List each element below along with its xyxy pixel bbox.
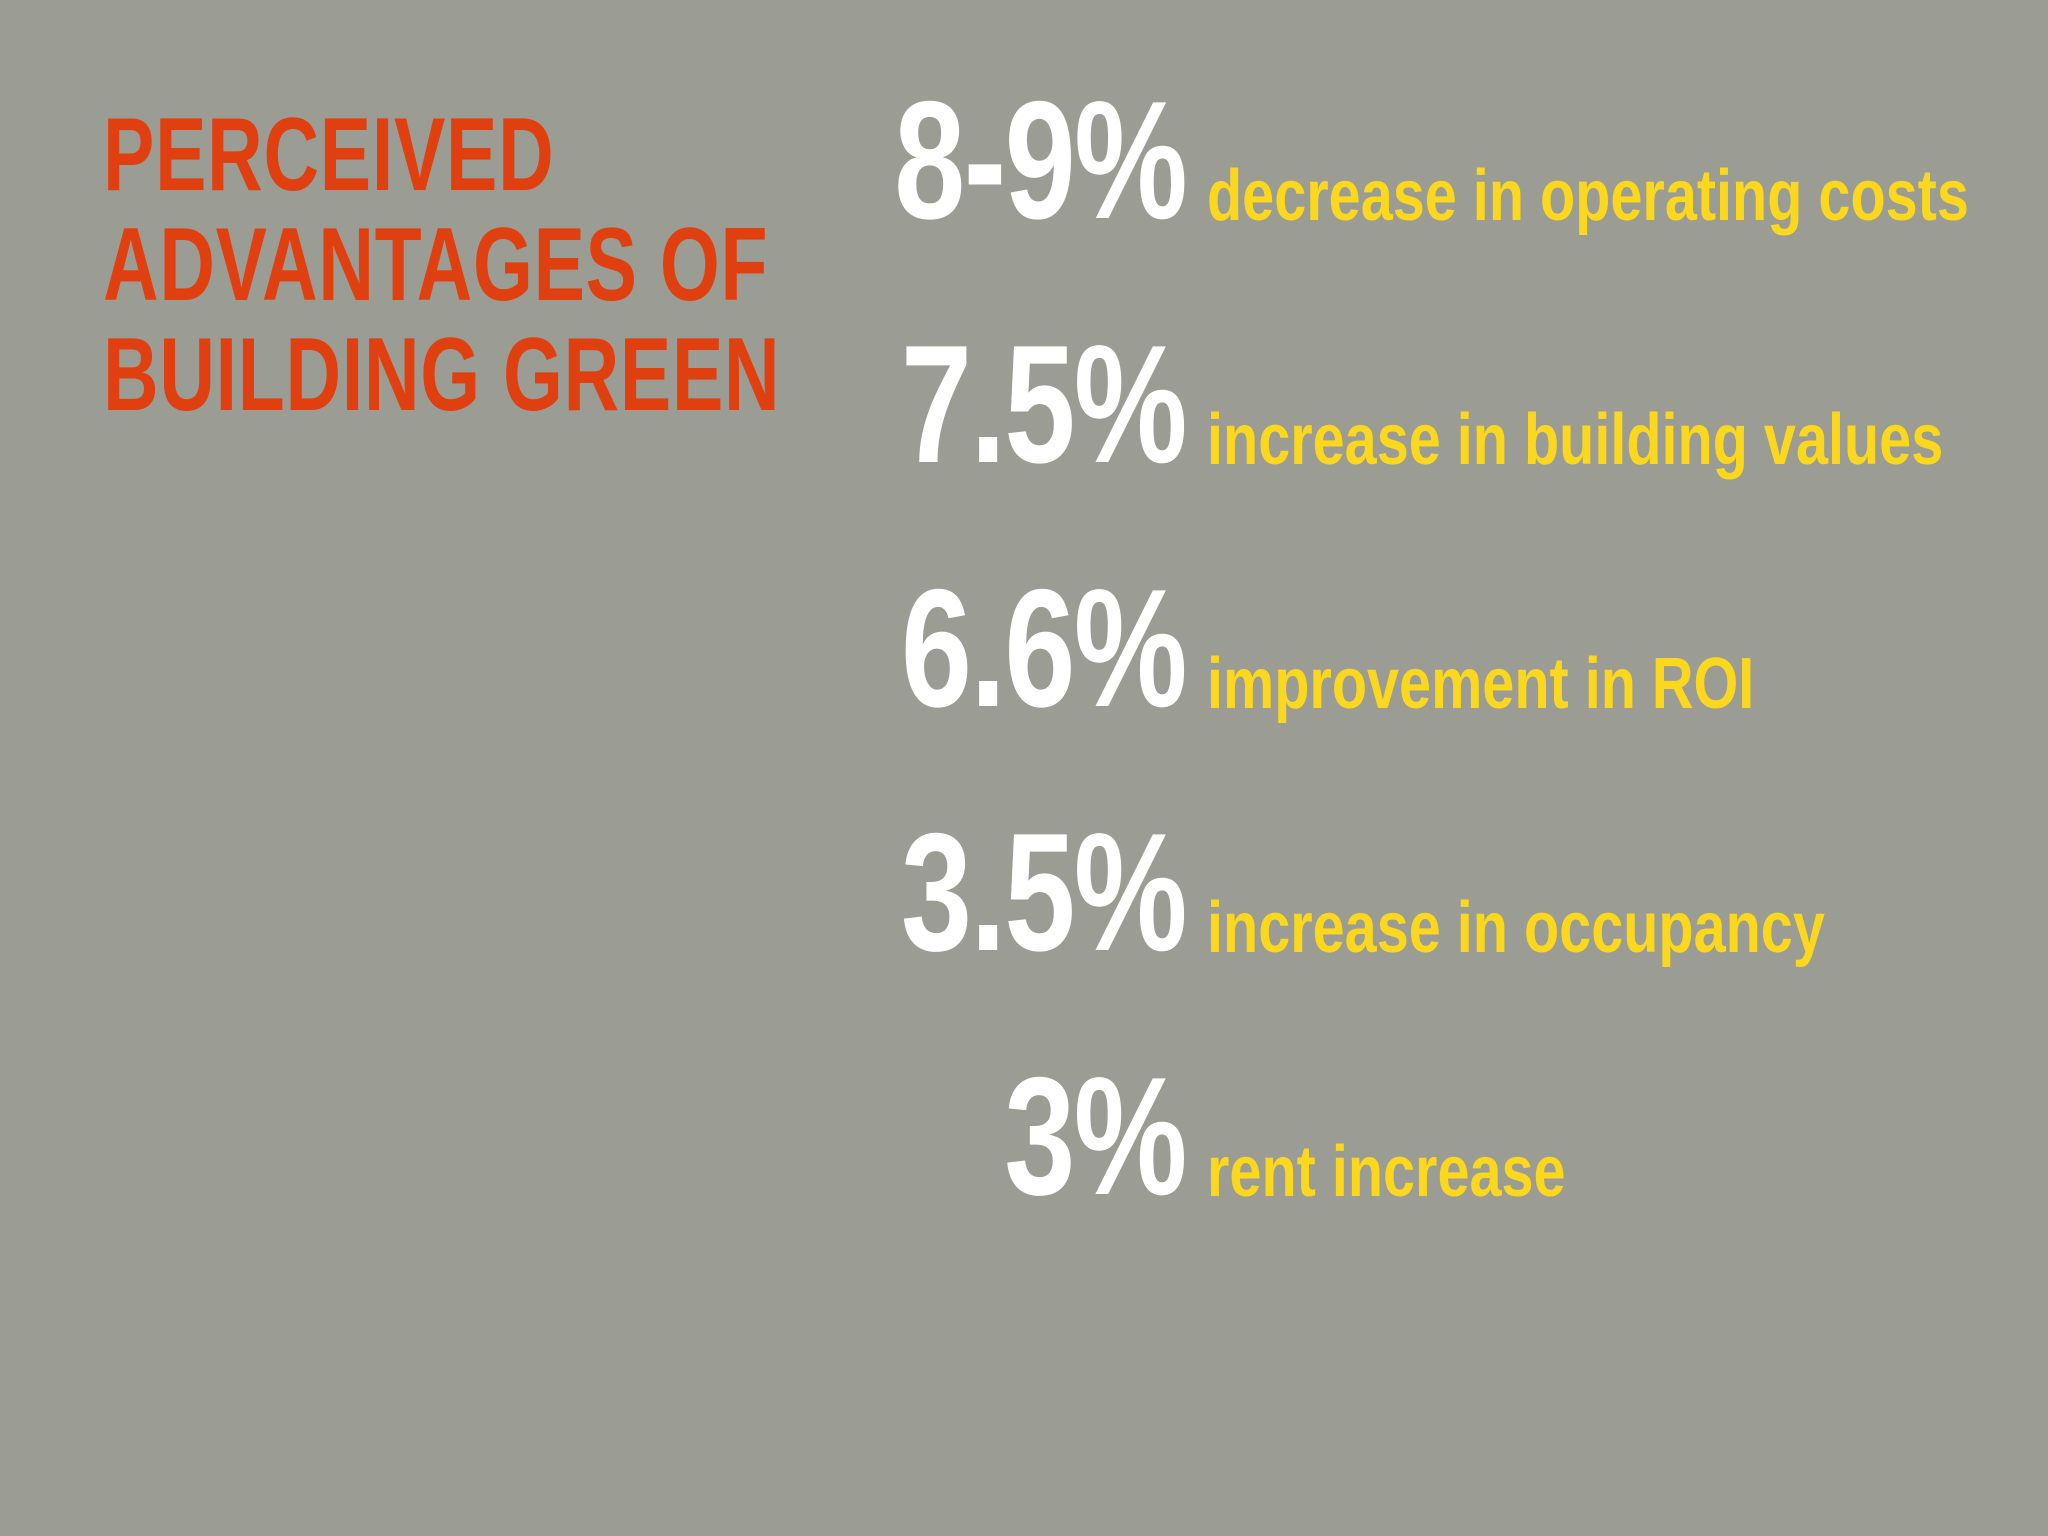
stat-row-rent: 3% rent increase [0,1050,2048,1220]
stat-label: increase in building values [1207,400,1944,480]
stat-label: increase in occupancy [1207,888,1825,968]
stat-value: 3% [1004,1042,1188,1230]
stat-row-operating-costs: 8-9% decrease in operating costs [0,74,2048,244]
stat-label: rent increase [1207,1132,1566,1212]
stat-label: decrease in operating costs [1207,156,1969,236]
stat-value: 8-9% [894,66,1188,254]
stat-value: 3.5% [901,798,1187,986]
stat-row-occupancy: 3.5% increase in occupancy [0,806,2048,976]
stat-value: 7.5% [901,310,1187,498]
title-line-3: BUILDING GREEN [103,317,781,433]
stat-value: 6.6% [901,554,1187,742]
stat-row-roi: 6.6% improvement in ROI [0,562,2048,732]
stat-row-building-values: 7.5% increase in building values [0,318,2048,488]
stat-label: improvement in ROI [1207,644,1755,724]
title-line-1: PERCEIVED [103,97,555,213]
slide-title: PERCEIVED ADVANTAGES OF BUILDING GREEN [103,100,780,430]
title-line-2: ADVANTAGES OF [103,207,769,323]
